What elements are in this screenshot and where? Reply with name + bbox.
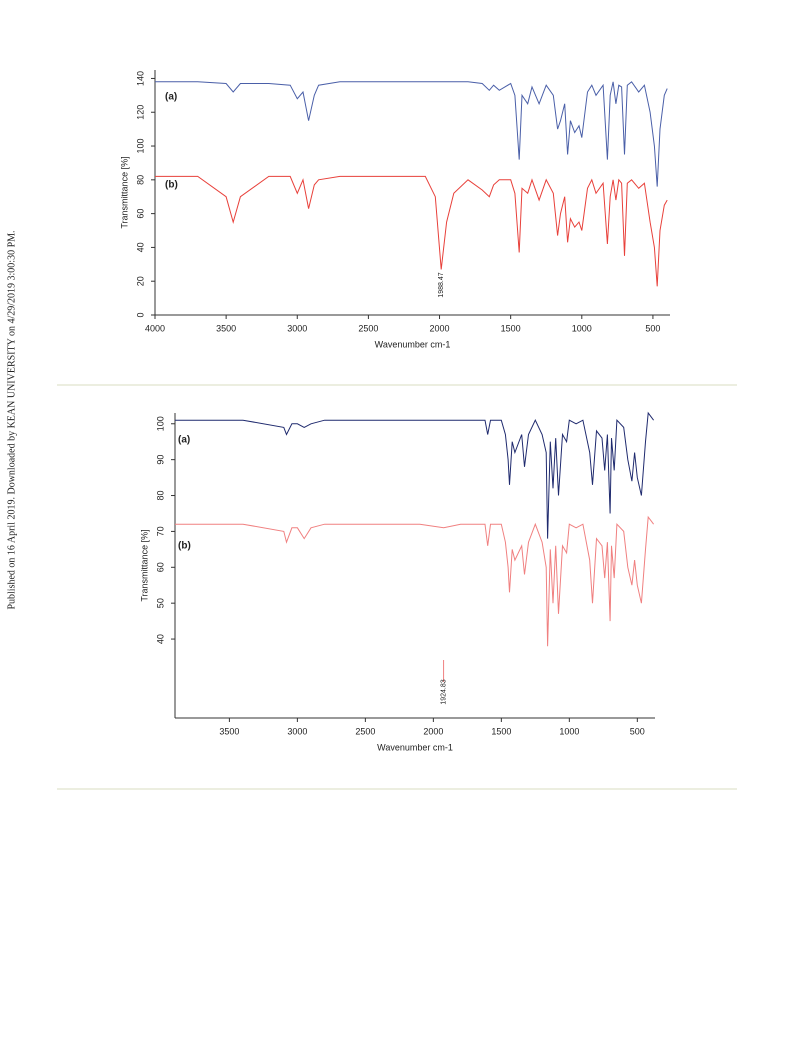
x-tick-label: 4000: [145, 323, 165, 333]
spectrum-line: [175, 411, 654, 539]
x-tick-label: 2500: [355, 726, 375, 736]
x-tick-label: 500: [645, 323, 660, 333]
x-tick-label: 2000: [430, 323, 450, 333]
x-tick-label: 2500: [358, 323, 378, 333]
x-axis-label: Wavenumber cm-1: [375, 339, 451, 349]
x-tick-label: 2000: [423, 726, 443, 736]
y-tick-label: 50: [155, 598, 165, 608]
y-tick-label: 60: [135, 209, 145, 219]
y-axis-label: Transmittance [%]: [139, 529, 149, 601]
y-tick-label: 40: [155, 634, 165, 644]
x-tick-label: 1000: [572, 323, 592, 333]
y-tick-label: 20: [135, 276, 145, 286]
series-label: (a): [165, 92, 177, 103]
y-tick-label: 40: [135, 242, 145, 252]
y-tick-label: 100: [155, 416, 165, 431]
y-tick-label: 90: [155, 455, 165, 465]
side-note: Published on 16 April 2019. Downloaded b…: [6, 230, 17, 609]
annotation: 1988.47: [438, 272, 445, 297]
spectrum-line: [155, 175, 668, 287]
spectrum-line: [175, 515, 654, 647]
y-tick-label: 80: [135, 175, 145, 185]
series-label: (a): [178, 435, 190, 446]
series-label: (b): [165, 180, 178, 191]
y-tick-label: 100: [135, 139, 145, 154]
y-tick-label: 60: [155, 562, 165, 572]
x-tick-label: 500: [630, 726, 645, 736]
y-tick-label: 120: [135, 105, 145, 120]
x-tick-label: 3500: [219, 726, 239, 736]
annotation: 1924.83: [440, 679, 447, 704]
x-tick-label: 3000: [287, 323, 307, 333]
x-tick-label: 1500: [491, 726, 511, 736]
y-axis-label: Transmittance [%]: [119, 156, 129, 228]
x-tick-label: 1000: [559, 726, 579, 736]
y-tick-label: 140: [135, 71, 145, 86]
x-tick-label: 1500: [501, 323, 521, 333]
y-tick-label: 70: [155, 526, 165, 536]
x-axis-label: Wavenumber cm-1: [377, 742, 453, 752]
x-tick-label: 3000: [287, 726, 307, 736]
series-label: (b): [178, 541, 191, 552]
x-tick-label: 3500: [216, 323, 236, 333]
y-tick-label: 80: [155, 491, 165, 501]
spectrum-line: [155, 81, 668, 187]
y-tick-label: 0: [135, 312, 145, 317]
